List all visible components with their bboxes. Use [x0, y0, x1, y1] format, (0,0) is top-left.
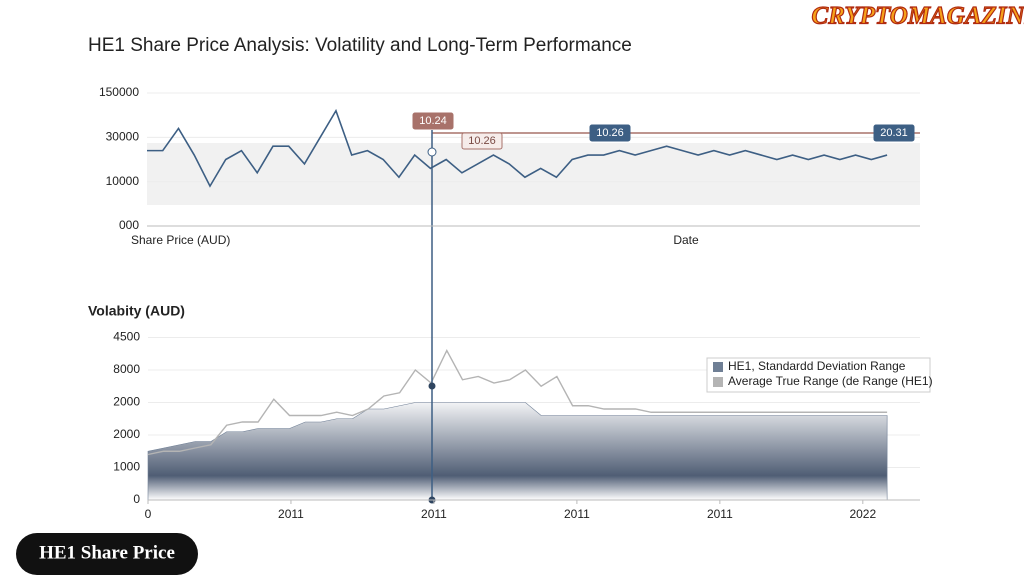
legend-label: HE1, Standardd Deviation Range [728, 359, 906, 373]
std-area [147, 402, 888, 501]
x-tick-label: 0 [145, 507, 152, 521]
price-band [147, 143, 920, 205]
crosshair-dot [428, 382, 436, 390]
y-tick-label: 4500 [113, 330, 140, 344]
x-axis-label: Date [673, 233, 699, 247]
legend-box [706, 357, 931, 393]
annotation-box [412, 112, 454, 130]
annotation: 10.24 [419, 115, 447, 127]
annotation-box [589, 124, 631, 142]
annotation-box [461, 132, 503, 150]
legend-swatch [713, 377, 723, 387]
y-tick-label: 0 [133, 492, 140, 506]
badge-bg [16, 533, 198, 575]
chart-title: Volabity (AUD) [88, 303, 185, 319]
y-tick-label: 2000 [113, 395, 140, 409]
y-tick-label: 30000 [106, 130, 140, 144]
x-tick-label: 2011 [564, 507, 590, 521]
x-tick-label: 2011 [421, 507, 447, 521]
x-tick-label: 2011 [278, 507, 304, 521]
y-tick-label: 000 [119, 218, 139, 232]
x-tick-label: 2022 [849, 507, 876, 521]
y-tick-label: 10000 [106, 174, 140, 188]
watermark: CRYPTOMAGAZINE.COM [812, 3, 1024, 30]
y-tick-label: 1000 [113, 460, 140, 474]
y-axis-label: Share Price (AUD) [131, 233, 230, 247]
y-tick-label: 150000 [99, 85, 139, 99]
badge: HE1 Share Price [39, 542, 175, 563]
y-tick-label: 8000 [113, 362, 140, 376]
chart-title: HE1 Share Price Analysis: Volatility and… [88, 35, 632, 56]
legend-swatch [713, 362, 723, 372]
annotation: 20.31 [880, 127, 908, 139]
price-line [147, 108, 888, 188]
atr-line [147, 348, 888, 456]
annotation: 10.26 [596, 127, 624, 139]
annotation: 10.26 [468, 135, 496, 147]
x-tick-label: 2011 [707, 507, 733, 521]
annotation-box [873, 124, 915, 142]
legend-label: Average True Range (de Range (HE1) [728, 374, 933, 388]
crosshair-dot [427, 147, 437, 157]
y-tick-label: 2000 [113, 427, 140, 441]
